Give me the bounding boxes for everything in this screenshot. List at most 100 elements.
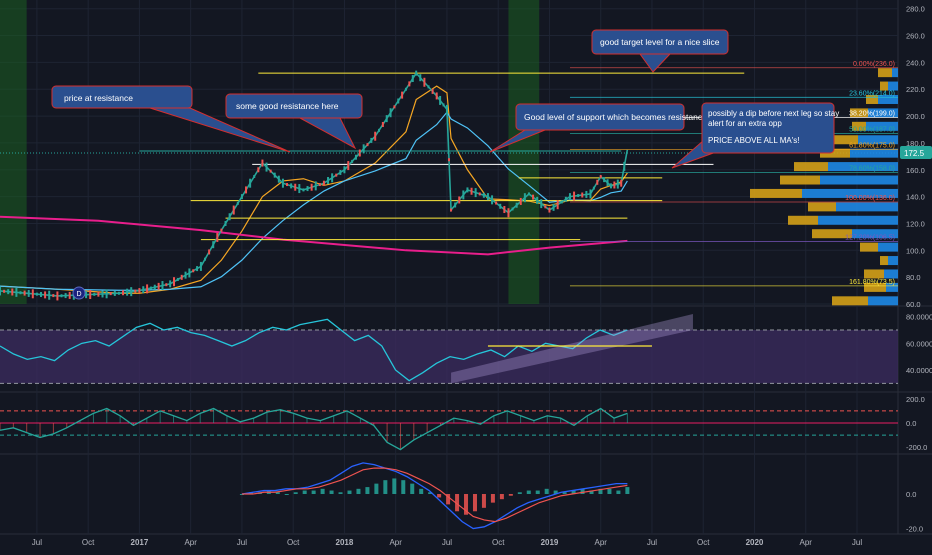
macd-histogram-bar — [419, 488, 424, 494]
volume-profile-bar — [832, 296, 868, 306]
time-tick-label: Oct — [697, 538, 710, 547]
price-candle — [401, 91, 404, 99]
volume-profile-bar — [878, 242, 898, 252]
price-candle — [3, 289, 6, 293]
price-candle — [393, 105, 396, 109]
annotation-some-good-resistance[interactable]: some good resistance here — [225, 93, 363, 150]
macd-histogram-bar — [571, 490, 576, 494]
price-candle — [15, 287, 18, 297]
price-candle — [495, 201, 498, 205]
time-tick-label: 2018 — [336, 538, 354, 547]
cci-tick-label: 0.0 — [906, 419, 916, 428]
annotation-support-becomes-resistance[interactable]: Good level of support which becomes resi… — [489, 103, 707, 153]
price-candle — [134, 289, 137, 293]
price-candle — [60, 294, 63, 298]
price-candle — [523, 193, 526, 203]
price-candle — [613, 181, 616, 189]
price-candle — [374, 131, 377, 141]
price-candle — [281, 178, 284, 188]
macd-tick-label: 0.0 — [906, 490, 916, 499]
price-candle — [126, 288, 129, 296]
volume-profile-bar — [888, 81, 898, 91]
price-candle — [585, 190, 588, 198]
price-candle — [519, 197, 522, 205]
price-candle — [462, 190, 465, 200]
price-candle — [196, 266, 199, 272]
macd-histogram-bar — [446, 494, 451, 505]
price-tick-label: 220.0 — [906, 85, 925, 94]
price-candle — [389, 108, 392, 118]
event-marker[interactable]: D — [72, 286, 86, 300]
price-candle — [27, 289, 30, 297]
annotation-good-target-level[interactable]: good target level for a nice slice — [591, 29, 729, 73]
price-candle — [362, 144, 365, 154]
volume-profile-bar — [788, 215, 818, 225]
macd-histogram-bar — [490, 494, 495, 503]
price-candle — [404, 87, 407, 91]
macd-histogram-bar — [598, 488, 603, 494]
price-candle — [503, 206, 506, 214]
price-candle — [623, 161, 626, 171]
volume-profile-bar — [820, 148, 850, 158]
price-candle — [228, 213, 231, 221]
annotation-price-at-resistance[interactable]: price at resistance — [51, 85, 291, 153]
macd-histogram-bar — [329, 490, 334, 494]
price-candle — [445, 104, 448, 114]
price-candle — [85, 291, 88, 299]
fib-level-label: 127.20%(106.5) — [845, 235, 895, 242]
macd-histogram-bar — [580, 488, 585, 494]
price-candle — [448, 158, 450, 162]
annotation-text: good target level for a nice slice — [600, 37, 720, 47]
price-candle — [153, 284, 156, 290]
price-tick-label: 140.0 — [906, 193, 925, 202]
macd-histogram-bar — [607, 488, 612, 494]
macd-histogram-bar — [562, 492, 567, 494]
horizontal-level-layer — [139, 72, 745, 241]
volume-profile-bar — [750, 188, 802, 198]
price-candle — [427, 85, 430, 89]
price-candle — [310, 183, 313, 191]
volume-profile-bar — [820, 175, 898, 185]
price-candle — [331, 173, 334, 183]
price-candle — [142, 286, 145, 294]
price-tick-label: 80.0 — [906, 273, 921, 282]
highlight-band — [0, 0, 27, 304]
price-candle — [423, 77, 426, 87]
price-candle — [431, 88, 434, 94]
macd-histogram-bar — [302, 490, 307, 494]
price-candle — [169, 280, 172, 288]
fib-level-label: 38.20%(199.0) — [849, 110, 895, 117]
price-candle — [40, 292, 43, 298]
macd-histogram-bar — [625, 487, 630, 494]
price-candle — [7, 289, 10, 295]
price-candle — [335, 173, 338, 177]
price-candle — [204, 257, 207, 261]
price-tick-label: 260.0 — [906, 32, 925, 41]
volume-profile-bar — [860, 242, 878, 252]
price-candle — [478, 192, 481, 196]
price-candle — [474, 188, 477, 198]
price-candle — [482, 192, 485, 198]
price-candle — [240, 194, 243, 200]
cci-tick-label: -200.0 — [906, 443, 927, 452]
fib-level-label: 50.00%(187.0) — [849, 127, 895, 134]
price-candle — [180, 274, 183, 280]
volume-profile-bar — [888, 256, 898, 266]
annotation-price-above-all-mas[interactable]: possibly a dip before next leg so stay a… — [671, 102, 839, 169]
price-candle — [52, 294, 55, 298]
highlight-band — [508, 0, 540, 304]
price-candle — [536, 196, 539, 204]
price-candle — [486, 193, 489, 201]
time-tick-label: 2020 — [746, 538, 764, 547]
rsi-line — [0, 318, 628, 382]
volume-profile-bar — [794, 162, 828, 172]
price-candle — [265, 162, 268, 172]
macd-histogram-bar — [320, 488, 325, 494]
cci-panel — [0, 407, 898, 451]
price-candle — [286, 183, 289, 187]
price-candle — [212, 241, 215, 249]
volume-profile-bar — [866, 121, 898, 131]
rsi-tick-label: 40.0000 — [906, 366, 932, 375]
volume-profile-bar — [834, 135, 858, 145]
annotation-text: some good resistance here — [236, 101, 339, 111]
